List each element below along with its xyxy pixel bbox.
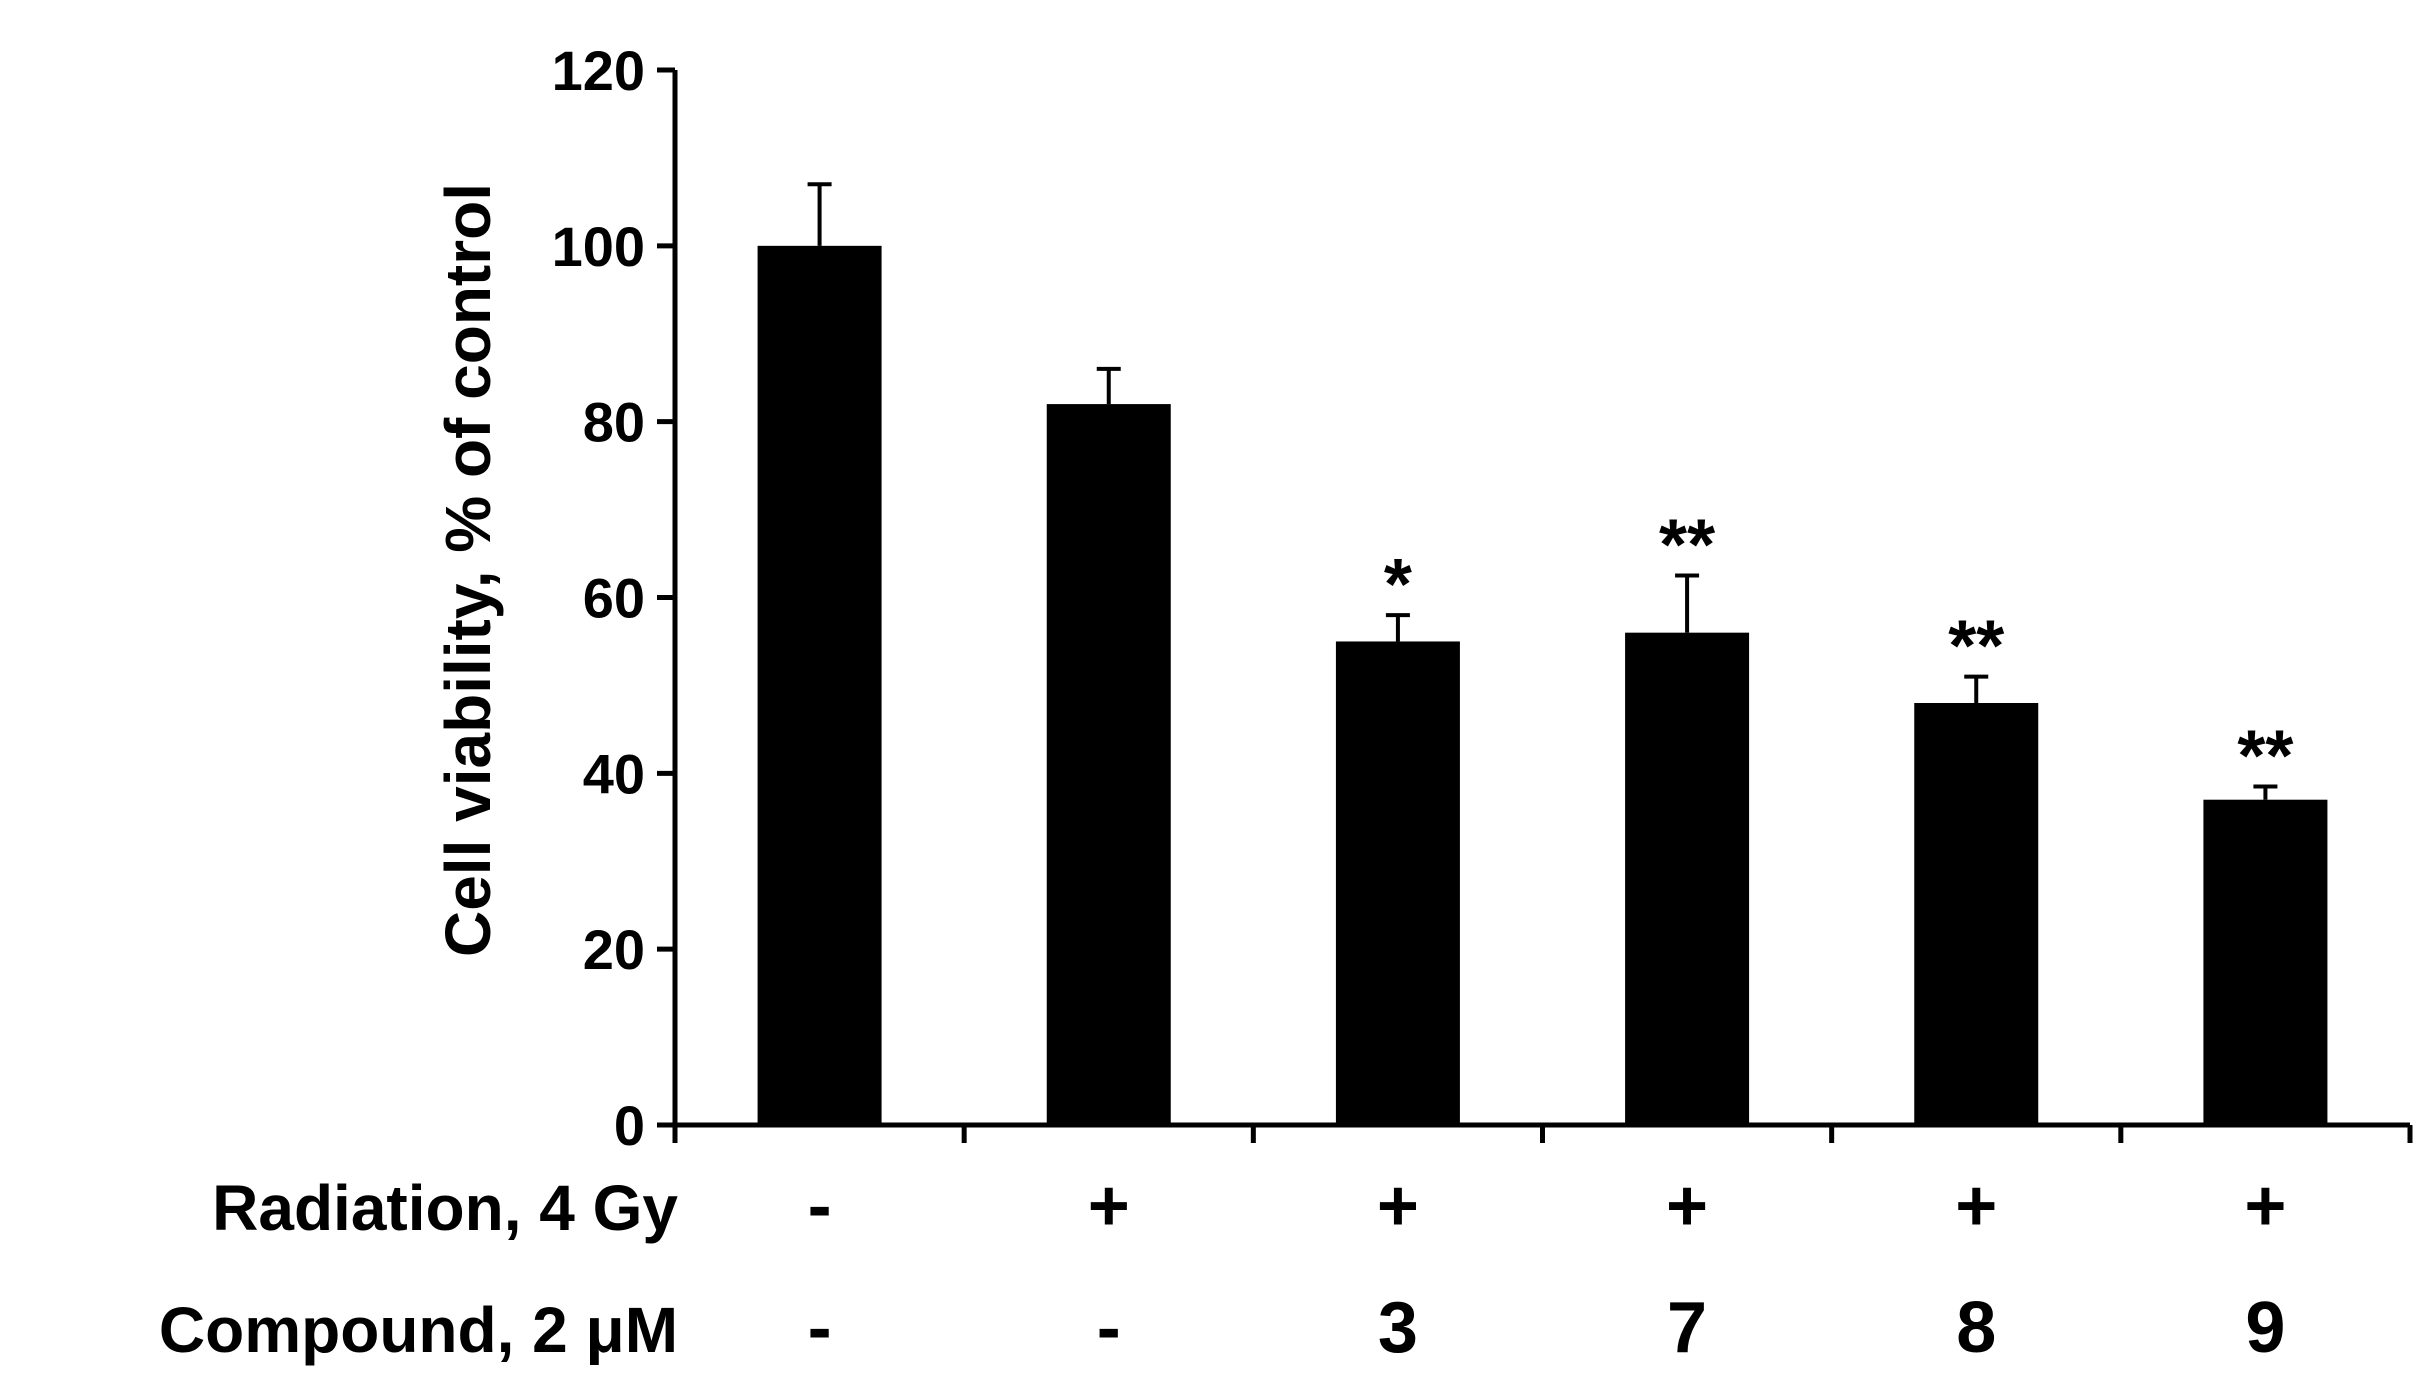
bars: [757, 245, 2328, 1126]
significance-marker: **: [1948, 607, 2004, 687]
condition-cell: +: [2244, 1166, 2286, 1246]
y-tick-label: 20: [583, 918, 645, 981]
significance-marker: **: [2237, 717, 2293, 797]
condition-cell: 9: [2245, 1288, 2285, 1368]
y-tick-label: 80: [583, 391, 645, 454]
y-tick-label: 120: [552, 39, 645, 102]
bar: [1914, 703, 2039, 1125]
significance-marker: **: [1659, 506, 1715, 586]
condition-cell: +: [1666, 1166, 1708, 1246]
condition-cell: -: [808, 1166, 832, 1246]
bar: [1335, 641, 1460, 1125]
bar: [1046, 404, 1171, 1125]
condition-cell: 3: [1378, 1288, 1418, 1368]
y-tick-label: 0: [614, 1094, 645, 1157]
condition-cell: +: [1088, 1166, 1130, 1246]
condition-cell: 8: [1956, 1288, 1996, 1368]
significance-marker: *: [1384, 545, 1412, 625]
bar: [1625, 632, 1750, 1125]
y-tick-label: 60: [583, 567, 645, 630]
condition-row-label: Radiation, 4 Gy: [212, 1172, 678, 1244]
y-axis: 0 20 40 60 80 100 120: [552, 39, 678, 1157]
y-tick-label: 40: [583, 742, 645, 805]
condition-cell: +: [1377, 1166, 1419, 1246]
condition-row-label: Compound, 2 μM: [159, 1294, 678, 1366]
x-axis: [672, 1122, 2413, 1143]
condition-cell: -: [1097, 1288, 1121, 1368]
significance-markers: * ******: [1384, 506, 2294, 797]
bar: [757, 245, 882, 1126]
condition-table: Radiation, 4 Gy - + + + + + Compound, 2 μM - - 3 7 8…: [159, 1166, 2287, 1368]
error-bars: [807, 182, 2278, 800]
condition-cell: +: [1955, 1166, 1997, 1246]
condition-cell: -: [808, 1288, 832, 1368]
y-tick-label: 100: [552, 215, 645, 278]
condition-cell: 7: [1667, 1288, 1707, 1368]
bar: [2203, 799, 2328, 1125]
y-axis-label: Cell viability, % of control: [432, 183, 504, 957]
